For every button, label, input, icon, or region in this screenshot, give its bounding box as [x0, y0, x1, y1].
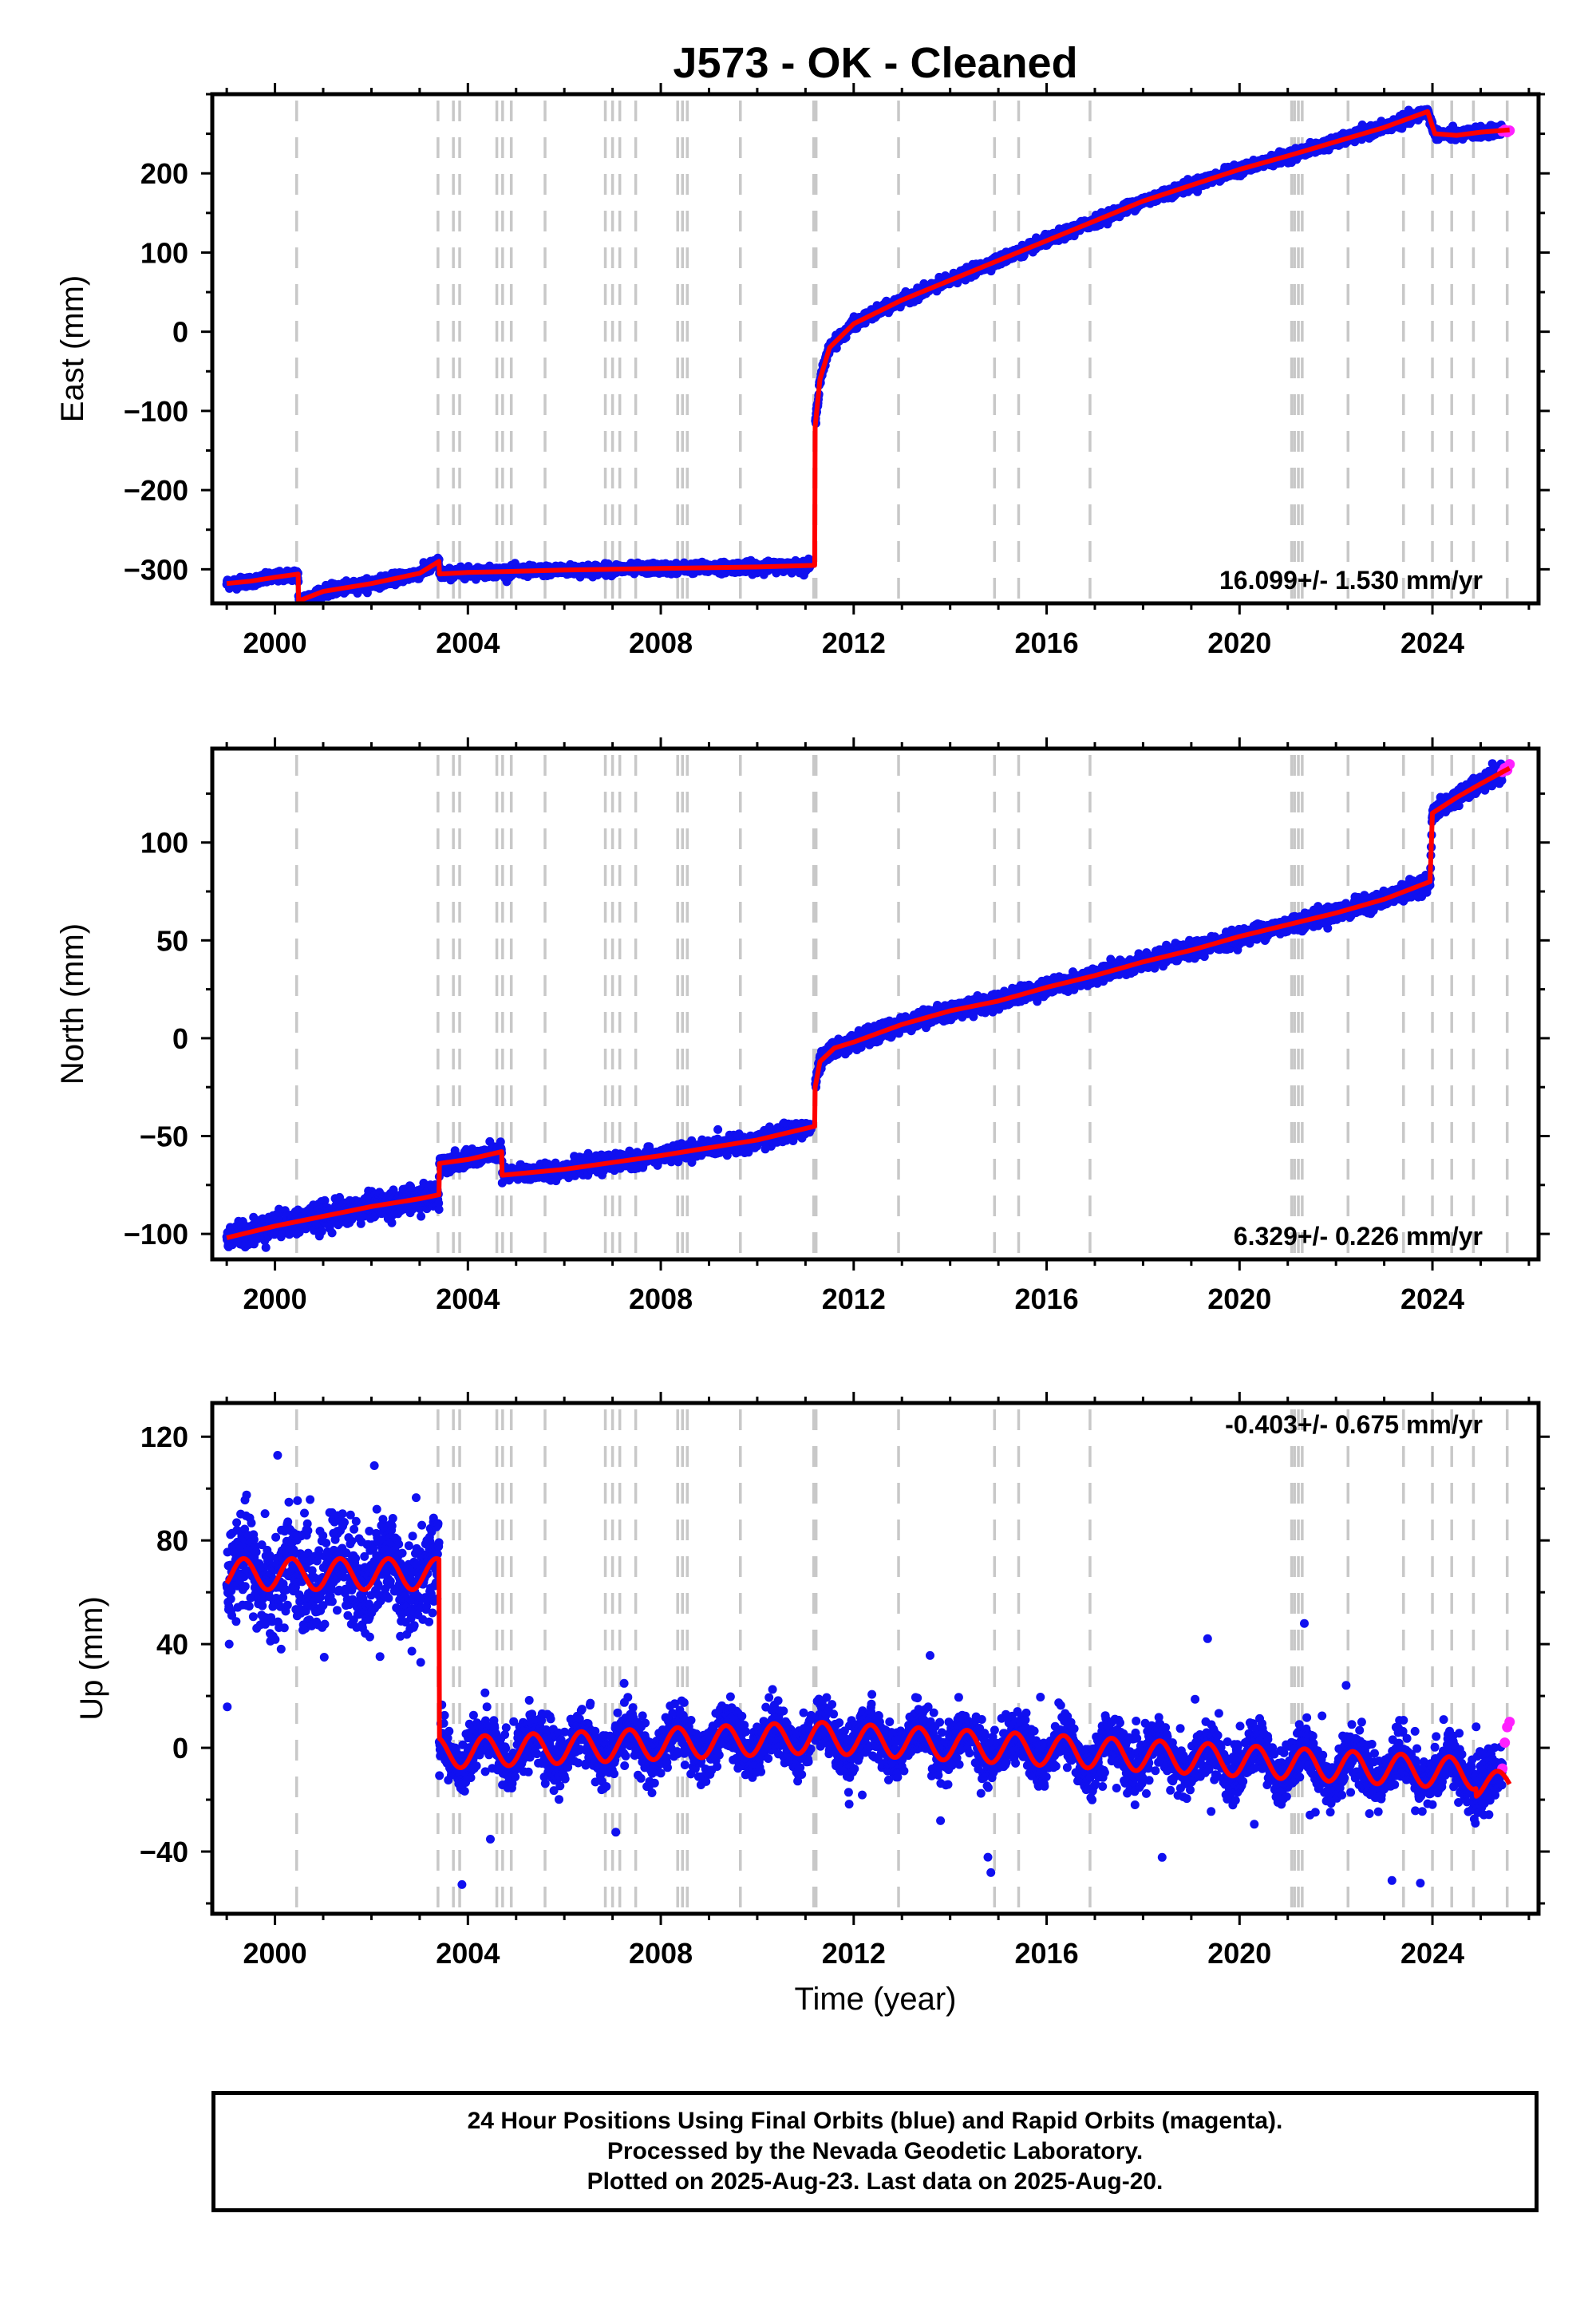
x-tick-label: 2020	[1207, 626, 1271, 659]
x-tick-label: 2024	[1400, 626, 1464, 659]
final-orbit-points	[222, 759, 1507, 1252]
y-tick-label: −200	[124, 474, 188, 507]
plot-frame	[210, 92, 1541, 606]
y-tick-label: −300	[124, 553, 188, 586]
model-path	[226, 109, 1510, 603]
y-tick-label: −100	[124, 395, 188, 428]
final-orbit-points	[222, 105, 1507, 603]
x-tick-label: 2008	[629, 626, 693, 659]
rate-label: 16.099+/- 1.530 mm/yr	[1219, 566, 1483, 595]
y-ticks: −300 −200 −100 0 100 200	[124, 93, 1550, 586]
model-line	[226, 109, 1510, 603]
y-axis-label: East (mm)	[55, 275, 90, 422]
x-tick-label: 2004	[436, 626, 500, 659]
y-tick-label: 200	[140, 157, 188, 190]
north-panel: 2000 2004 2008 2012 2016 2020 2024−100−5005010…	[55, 737, 1550, 1315]
x-tick-label: 2000	[243, 626, 307, 659]
x-tick-label: 2012	[822, 626, 886, 659]
event-lines	[295, 101, 1509, 600]
x-ticks: 2000 2004 2008 2012 2016 2020 2024	[225, 83, 1531, 659]
east-panel: 2000 2004 2008 2012 2016 2020 2024−300−200−100…	[55, 83, 1550, 659]
event-lines	[295, 755, 1509, 1256]
y-tick-label: 100	[140, 236, 188, 269]
y-tick-label: 0	[172, 316, 188, 349]
chart-title: J573 - OK - Cleaned	[673, 39, 1077, 87]
x-tick-label: 2016	[1015, 626, 1079, 659]
